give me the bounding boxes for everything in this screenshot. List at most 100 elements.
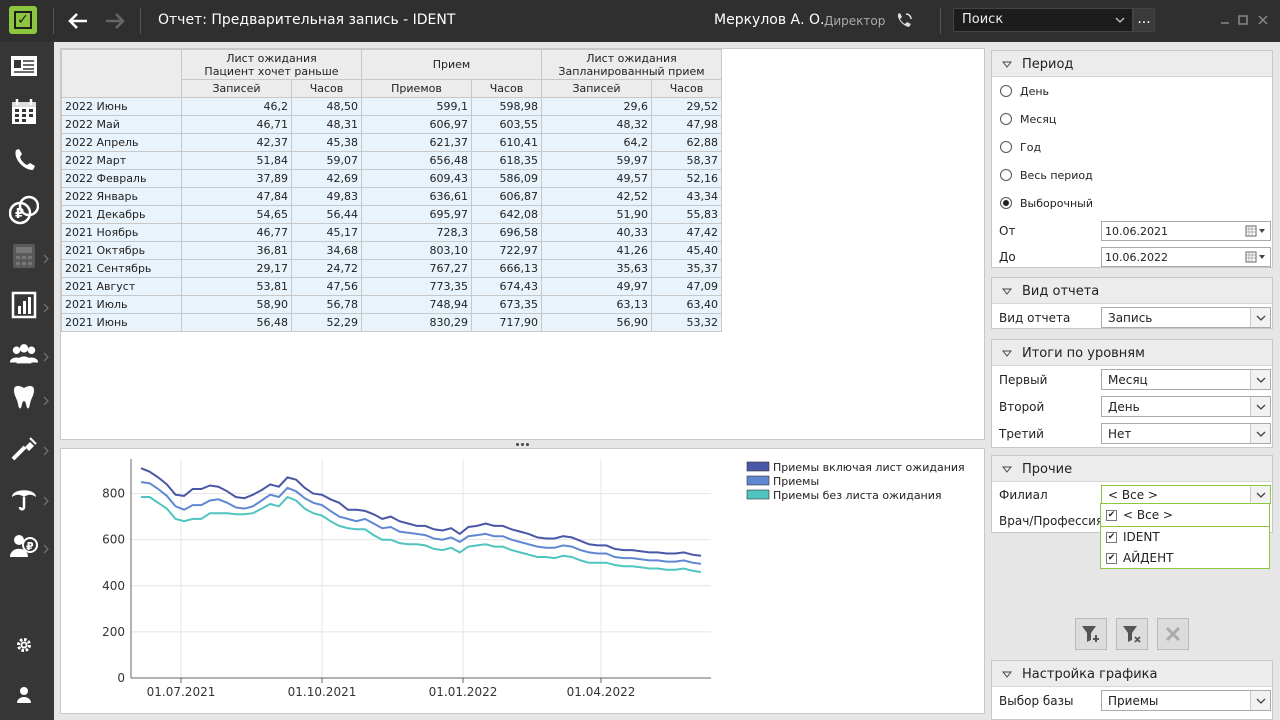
calculator-icon[interactable] <box>9 241 39 271</box>
radio-year[interactable]: Год <box>1000 139 1041 155</box>
calendar-dropdown-icon[interactable] <box>1244 250 1268 264</box>
report-type-select[interactable]: Запись <box>1101 307 1271 328</box>
chevron-down-icon[interactable] <box>1250 370 1270 389</box>
other-header[interactable]: Прочие <box>992 456 1272 482</box>
search-input[interactable]: Поиск <box>953 8 1133 32</box>
group-header[interactable]: Прием <box>361 49 542 80</box>
panel-splitter[interactable] <box>515 441 529 447</box>
row-label-cell: 2021 Июль <box>61 295 182 314</box>
staff-icon[interactable] <box>9 339 39 369</box>
insurance-icon[interactable] <box>9 483 39 513</box>
clear-filter-button[interactable] <box>1116 618 1148 650</box>
y-tick-label: 800 <box>102 487 125 501</box>
calendar-icon[interactable] <box>9 97 39 127</box>
table-row[interactable]: 2021 Июнь 56,48 52,29 830,29 717,90 56,90 53,3… <box>61 313 722 332</box>
chevron-down-icon[interactable] <box>1250 424 1270 443</box>
tooth-icon[interactable] <box>9 383 39 413</box>
column-header[interactable]: Записей <box>541 79 652 98</box>
forward-arrow-icon[interactable] <box>102 9 128 33</box>
legend-swatch <box>746 489 770 500</box>
tools-icon[interactable] <box>9 433 39 463</box>
value-cell: 49,97 <box>541 277 652 296</box>
branch-option-ident[interactable]: ✔ IDENT <box>1106 530 1160 544</box>
radio-all-period[interactable]: Весь период <box>1000 167 1093 183</box>
apply-filter-button[interactable] <box>1075 618 1107 650</box>
date-to-input[interactable]: 10.06.2022 <box>1101 247 1271 267</box>
column-header[interactable]: Часов <box>291 79 362 98</box>
column-header[interactable]: Часов <box>471 79 542 98</box>
user-icon[interactable] <box>12 683 36 707</box>
report-type-header[interactable]: Вид отчета <box>992 278 1272 304</box>
back-arrow-icon[interactable] <box>65 9 91 33</box>
calendar-dropdown-icon[interactable] <box>1244 224 1268 238</box>
table-row[interactable]: 2022 Январь 47,84 49,83 636,61 606,87 42,52 43… <box>61 187 722 206</box>
period-header[interactable]: Период <box>992 51 1272 77</box>
table-row[interactable]: 2022 Февраль 37,89 42,69 609,43 586,09 49,57 5… <box>61 169 722 188</box>
table-row[interactable]: 2022 Май 46,71 48,31 606,97 603,55 48,32 47,98 <box>61 115 722 134</box>
report-table: Лист ожидания Пациент хочет раньше Прием … <box>61 49 722 332</box>
branch-select[interactable]: < Все > <box>1101 485 1271 504</box>
date-from-input[interactable]: 10.06.2021 <box>1101 221 1271 241</box>
group-header[interactable]: Лист ожидания Пациент хочет раньше <box>181 49 362 80</box>
column-header[interactable]: Часов <box>651 79 722 98</box>
search-more-button[interactable]: ... <box>1133 8 1155 32</box>
table-row[interactable]: 2021 Август 53,81 47,56 773,35 674,43 49,97 47… <box>61 277 722 296</box>
value-cell: 45,38 <box>291 133 362 152</box>
chevron-right-icon <box>43 253 49 264</box>
doctor-label: Врач/Профессия <box>999 514 1104 528</box>
third-level-select[interactable]: Нет <box>1101 423 1271 444</box>
from-label: От <box>999 224 1016 238</box>
table-row[interactable]: 2022 Апрель 42,37 45,38 621,37 610,41 64,2 62,… <box>61 133 722 152</box>
minimize-icon[interactable] <box>1218 13 1232 27</box>
group-header[interactable]: Лист ожидания Запланированный прием <box>541 49 722 80</box>
base-select[interactable]: Приемы <box>1101 690 1271 711</box>
chevron-down-icon[interactable] <box>1250 486 1270 503</box>
branch-option-aident[interactable]: ✔ АЙДЕНТ <box>1106 551 1174 565</box>
reset-button[interactable] <box>1157 618 1189 650</box>
checkbox-checked-icon[interactable]: ✔ <box>1106 531 1117 543</box>
reports-icon[interactable] <box>9 290 39 320</box>
chevron-down-icon[interactable] <box>1250 308 1270 327</box>
column-header[interactable]: Приемов <box>361 79 472 98</box>
corner-header <box>61 49 182 98</box>
chevron-down-icon[interactable] <box>1114 14 1126 26</box>
x-tick-label: 01.04.2022 <box>567 685 636 699</box>
radio-day[interactable]: День <box>1000 83 1049 99</box>
chevron-down-icon[interactable] <box>1250 691 1270 710</box>
second-level-select[interactable]: День <box>1101 396 1271 417</box>
branch-option-all[interactable]: ✔ < Все > <box>1106 508 1173 522</box>
user-name[interactable]: Меркулов А. О. <box>714 12 825 28</box>
checkbox-checked-icon[interactable]: ✔ <box>1106 552 1117 564</box>
value-cell: 610,41 <box>471 133 542 152</box>
levels-group: Итоги по уровням Первый Месяц Второй Ден… <box>991 339 1273 448</box>
radio-custom[interactable]: Выборочный <box>1000 195 1093 211</box>
radio-month[interactable]: Месяц <box>1000 111 1056 127</box>
value-cell: 58,90 <box>181 295 292 314</box>
client-payments-icon[interactable]: ₽ <box>9 531 39 561</box>
table-row[interactable]: 2021 Октябрь 36,81 34,68 803,10 722,97 41,26 4… <box>61 241 722 260</box>
gear-icon[interactable] <box>12 633 36 657</box>
table-row[interactable]: 2021 Сентябрь 29,17 24,72 767,27 666,13 35,63… <box>61 259 722 278</box>
table-row[interactable]: 2021 Ноябрь 46,77 45,17 728,3 696,58 40,33 47,… <box>61 223 722 242</box>
table-row[interactable]: 2021 Июль 58,90 56,78 748,94 673,35 63,13 63,4… <box>61 295 722 314</box>
value-cell: 642,08 <box>471 205 542 224</box>
row-label-cell: 2021 Ноябрь <box>61 223 182 242</box>
table-row[interactable]: 2022 Июнь 46,2 48,50 599,1 598,98 29,6 29,52 <box>61 97 722 116</box>
phone-icon[interactable] <box>9 146 39 176</box>
payments-icon[interactable]: ₽ <box>9 195 39 225</box>
checkbox-checked-icon[interactable]: ✔ <box>1106 509 1117 521</box>
chevron-down-icon[interactable] <box>1250 397 1270 416</box>
maximize-icon[interactable] <box>1236 13 1250 27</box>
table-row[interactable]: 2021 Декабрь 54,65 56,44 695,97 642,08 51,90 5… <box>61 205 722 224</box>
column-header[interactable]: Записей <box>181 79 292 98</box>
app-logo-icon[interactable]: ✓ <box>9 6 37 34</box>
table-row[interactable]: 2022 Март 51,84 59,07 656,48 618,35 59,97 58,3… <box>61 151 722 170</box>
value-cell: 62,88 <box>651 133 722 152</box>
chart-settings-header[interactable]: Настройка графика <box>992 661 1272 687</box>
first-level-select[interactable]: Месяц <box>1101 369 1271 390</box>
patient-card-icon[interactable] <box>9 51 39 81</box>
close-icon[interactable] <box>1256 13 1270 27</box>
value-cell: 35,37 <box>651 259 722 278</box>
levels-header[interactable]: Итоги по уровням <box>992 340 1272 366</box>
phone-settings-icon[interactable] <box>894 11 914 31</box>
